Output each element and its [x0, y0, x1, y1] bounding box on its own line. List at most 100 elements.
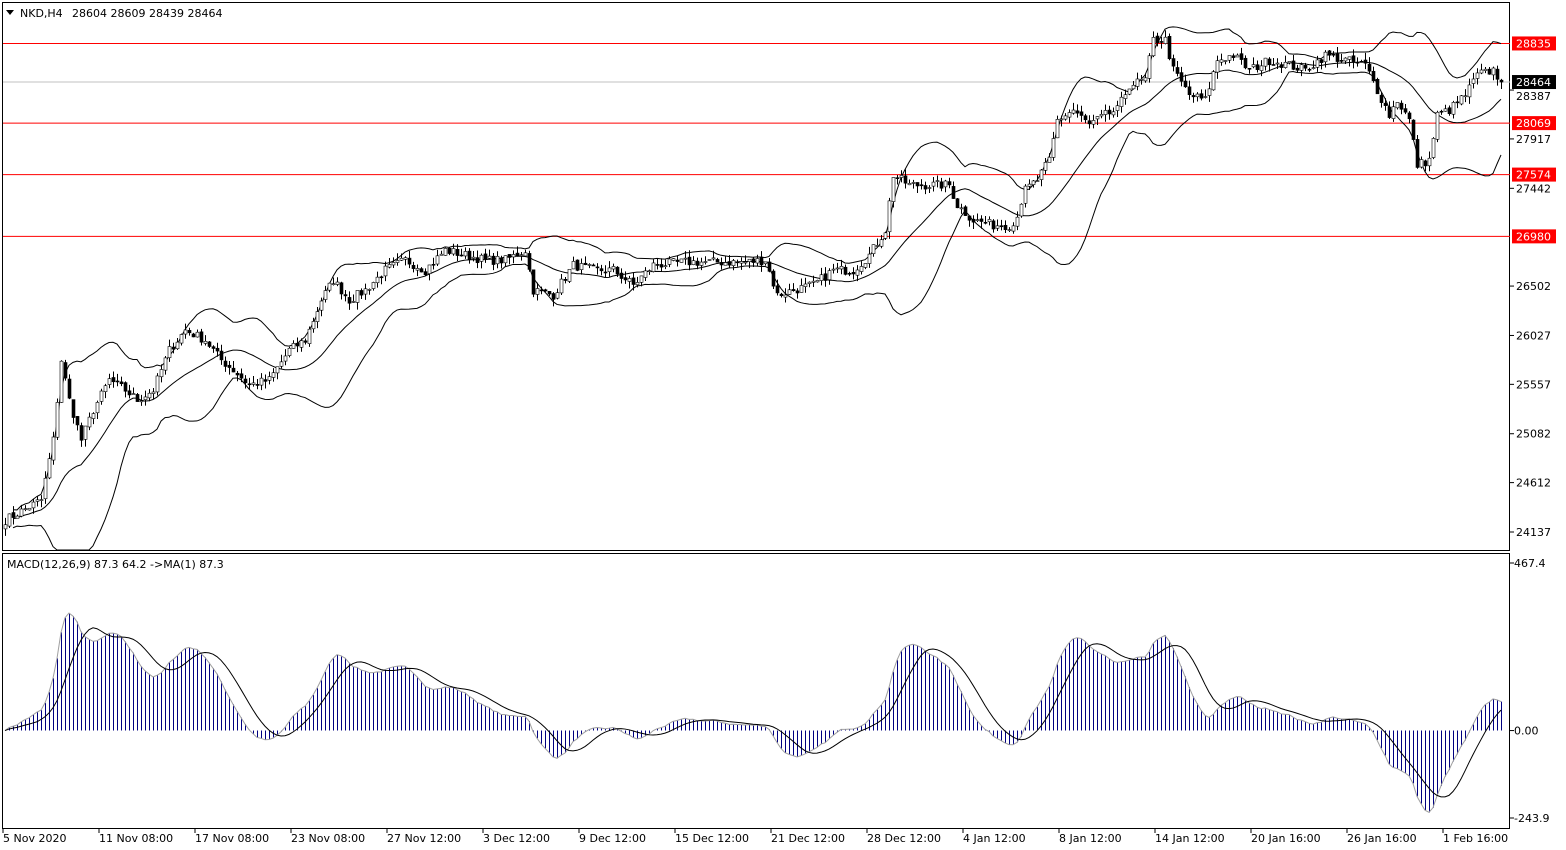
bear-candle-body [491, 255, 496, 265]
bear-candle-body [67, 378, 72, 399]
candle [707, 259, 712, 261]
bear-candle-body [339, 282, 344, 295]
bear-candle-body [527, 253, 532, 270]
price-tick-label: 28387 [1516, 90, 1551, 103]
bull-candle-body [927, 187, 932, 189]
bull-candle-body [7, 513, 12, 527]
bull-candle-body [487, 255, 492, 259]
bull-candle-body [1035, 180, 1040, 182]
bull-candle-body [335, 281, 340, 285]
bull-candle-body [1463, 95, 1468, 98]
triangle-down-icon[interactable] [6, 10, 14, 15]
candle [107, 373, 112, 389]
bull-candle-body [1227, 55, 1232, 61]
bull-candle-body [959, 207, 964, 210]
candle [927, 185, 932, 194]
bull-candle-body [175, 341, 180, 350]
bear-candle-body [1107, 109, 1112, 115]
candle [1483, 67, 1488, 74]
bull-candle-body [1275, 62, 1280, 65]
bear-candle-body [507, 254, 512, 258]
bear-candle-body [255, 384, 260, 386]
candle [119, 376, 124, 387]
bull-candle-body [35, 499, 40, 502]
candle [455, 244, 460, 262]
time-tick-label: 11 Nov 08:00 [99, 832, 173, 845]
bull-candle-body [283, 355, 288, 362]
candle [1131, 80, 1136, 90]
bear-candle-body [219, 350, 224, 361]
candle [999, 219, 1004, 231]
candle [39, 495, 44, 508]
candle [247, 377, 252, 390]
candle [227, 361, 232, 375]
candle [495, 251, 500, 269]
bull-candle-body [299, 340, 304, 348]
candle [611, 263, 616, 273]
bear-candle-body [1383, 102, 1388, 106]
candle [439, 250, 444, 256]
candle [287, 346, 292, 358]
candle [843, 264, 848, 276]
bull-candle-body [859, 266, 864, 272]
candle [307, 326, 312, 347]
candle [1263, 57, 1268, 71]
bear-candle-body [191, 333, 196, 338]
bear-candle-body [1447, 107, 1452, 115]
candle [1327, 50, 1332, 61]
bull-candle-body [291, 343, 296, 349]
bull-candle-body [1467, 84, 1472, 98]
candle [1239, 47, 1244, 65]
candle [991, 219, 996, 233]
bull-candle-body [375, 276, 380, 284]
bull-candle-body [39, 499, 44, 501]
candle [743, 255, 748, 265]
candle [1435, 110, 1440, 143]
bull-candle-body [363, 288, 368, 295]
candle [1151, 31, 1156, 58]
bull-candle-body [1483, 68, 1488, 71]
bear-candle-body [1379, 94, 1384, 103]
candle [1075, 104, 1080, 118]
candle [523, 249, 528, 257]
candle [679, 258, 684, 263]
bull-candle-body [463, 251, 468, 257]
candle [1015, 211, 1020, 231]
bear-candle-body [603, 271, 608, 274]
candle [511, 250, 516, 264]
candle [1087, 115, 1092, 129]
bull-candle-body [1091, 120, 1096, 125]
bear-candle-body [1199, 93, 1204, 99]
candle [463, 247, 468, 259]
candle [1163, 30, 1168, 45]
bear-candle-body [1083, 115, 1088, 121]
bull-candle-body [1459, 95, 1464, 105]
bull-candle-body [1283, 61, 1288, 68]
candle [1391, 100, 1396, 122]
bear-candle-body [243, 378, 248, 384]
candle [1251, 57, 1256, 69]
bear-candle-body [1187, 86, 1192, 95]
bear-candle-body [1367, 63, 1372, 72]
bear-candle-body [1355, 61, 1360, 64]
candle [575, 259, 580, 272]
bull-candle-body [103, 385, 108, 392]
candle [155, 373, 160, 396]
candle [1459, 94, 1464, 106]
price-tick-label: 24137 [1516, 526, 1551, 539]
bull-candle-body [1435, 111, 1440, 140]
bear-candle-body [963, 206, 968, 216]
candle [1143, 73, 1148, 83]
bull-candle-body [891, 177, 896, 202]
bull-candle-body [259, 377, 264, 386]
candle [239, 368, 244, 383]
candle [651, 259, 656, 273]
bear-candle-body [235, 372, 240, 376]
candle [343, 290, 348, 302]
bull-candle-body [783, 294, 788, 298]
candle [91, 412, 96, 425]
candle [1255, 60, 1260, 73]
bear-candle-body [63, 362, 68, 379]
bull-candle-body [1443, 108, 1448, 112]
